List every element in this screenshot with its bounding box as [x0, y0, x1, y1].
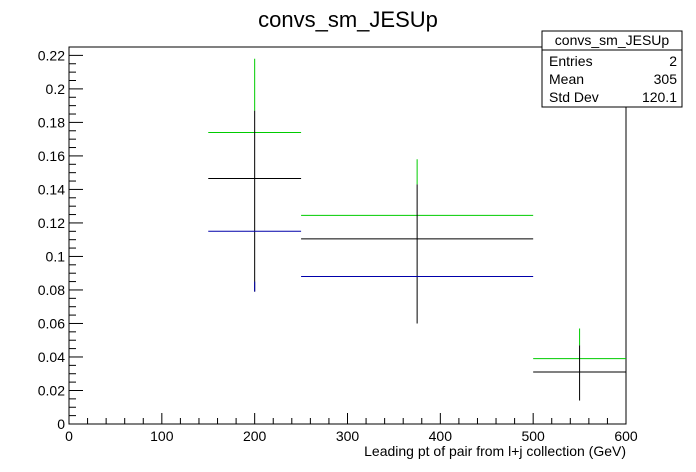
x-tick-label: 100: [150, 428, 174, 444]
y-tick-label: 0: [57, 416, 65, 432]
x-axis: 0 100 200 300 400 500 600: [65, 413, 638, 444]
stats-value: 2: [669, 53, 677, 69]
stats-label: Std Dev: [549, 89, 599, 105]
y-axis: 0 0.02 0.04 0.06 0.08 0.1 0.12 0.14 0.16 0.18 0.2 0…: [38, 46, 83, 432]
stats-box-frame: [541, 30, 683, 108]
y-tick-label: 0.22: [38, 47, 65, 63]
x-tick-label: 300: [336, 428, 360, 444]
y-tick-label: 0.16: [38, 148, 65, 164]
x-tick-label: 200: [243, 428, 267, 444]
y-tick-label: 0.18: [38, 114, 65, 130]
y-tick-label: 0.2: [46, 81, 66, 97]
x-tick-label: 0: [65, 428, 73, 444]
stats-box: convs_sm_JESUp Entries 2 Mean 305 Std Dev 120…: [541, 30, 683, 108]
y-tick-label: 0.08: [38, 282, 65, 298]
x-tick-label: 600: [614, 428, 638, 444]
stats-value: 305: [654, 71, 678, 87]
x-tick-label: 400: [429, 428, 453, 444]
y-tick-label: 0.14: [38, 181, 65, 197]
stats-box-title: convs_sm_JESUp: [555, 32, 670, 48]
stats-value: 120.1: [642, 89, 677, 105]
stats-rows: Entries 2 Mean 305 Std Dev 120.1: [549, 53, 677, 105]
y-tick-label: 0.06: [38, 315, 65, 331]
x-axis-label: Leading pt of pair from l+j collection (…: [364, 443, 626, 459]
chart-title: convs_sm_JESUp: [258, 7, 438, 32]
x-tick-label: 500: [521, 428, 545, 444]
y-tick-label: 0.1: [46, 248, 66, 264]
y-tick-label: 0.04: [38, 349, 65, 365]
stats-label: Entries: [549, 53, 593, 69]
y-tick-label: 0.12: [38, 215, 65, 231]
y-tick-label: 0.02: [38, 382, 65, 398]
stats-label: Mean: [549, 71, 584, 87]
data-marks: [208, 58, 626, 401]
